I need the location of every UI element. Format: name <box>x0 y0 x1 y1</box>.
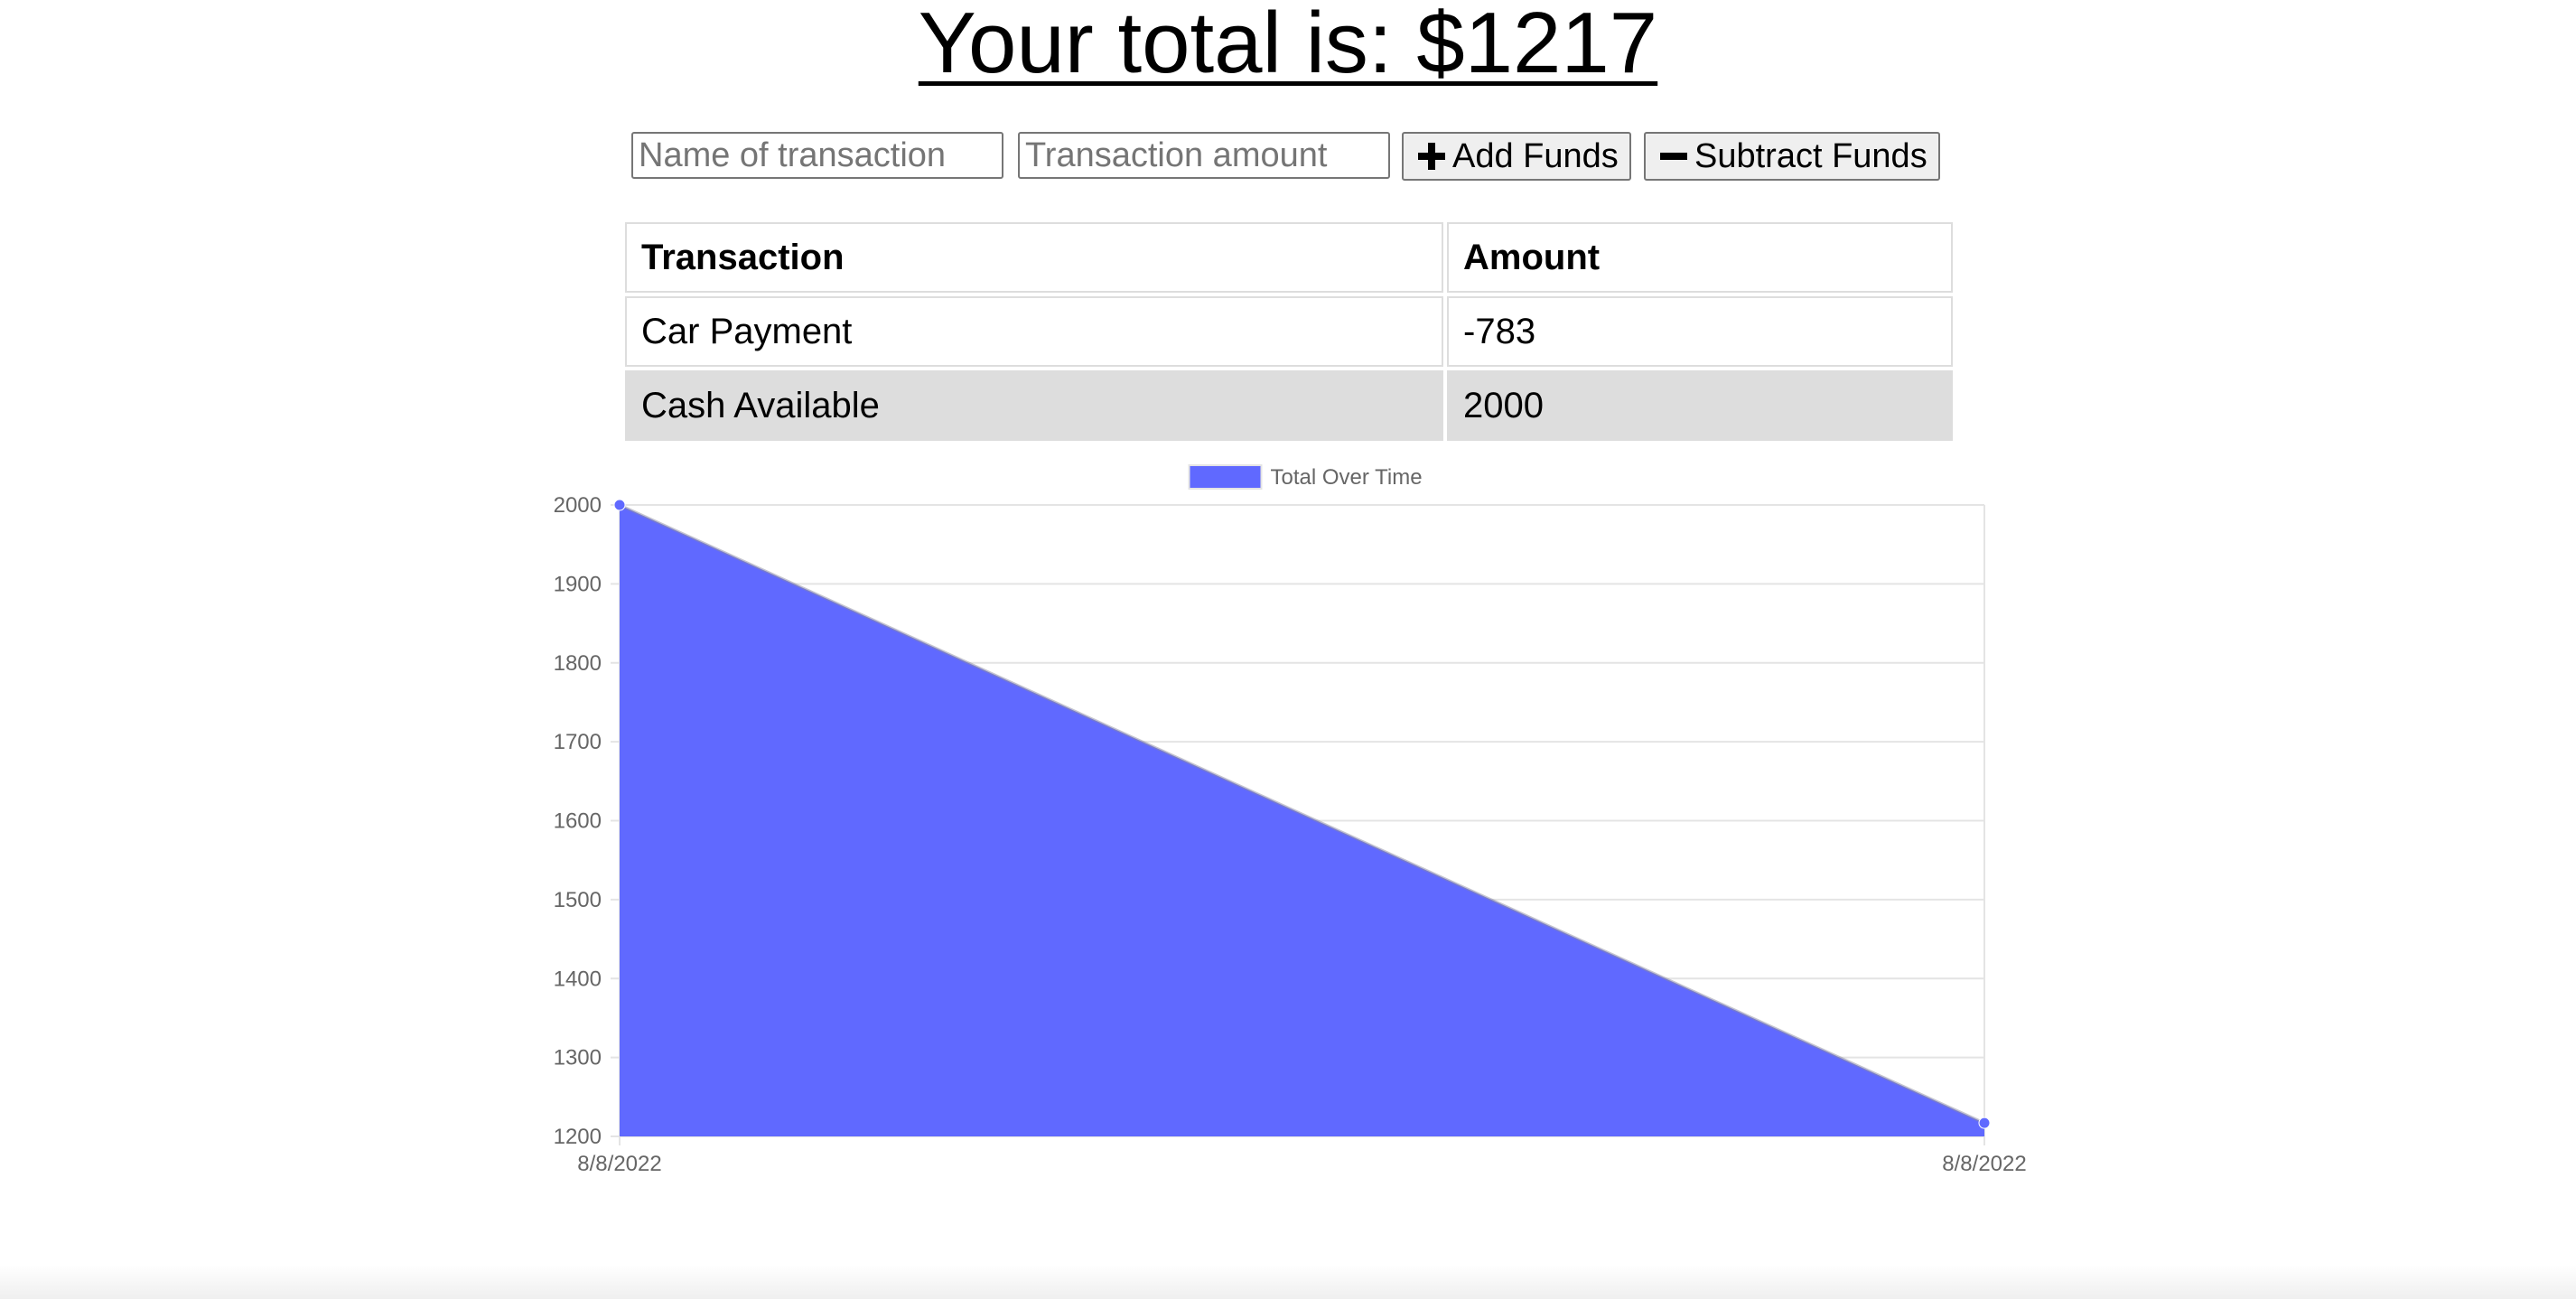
y-tick-label: 1200 <box>554 1125 602 1149</box>
legend-swatch <box>1188 464 1263 490</box>
page-bottom-edge <box>0 1265 2576 1299</box>
header-transaction: Transaction <box>625 222 1443 293</box>
series-line <box>619 503 1985 1125</box>
table-row: Car Payment -783 <box>625 296 1953 367</box>
x-tick-label: 8/8/2022 <box>1942 1152 2026 1176</box>
transaction-name-cell: Car Payment <box>625 296 1443 367</box>
transaction-amount-input[interactable] <box>1018 132 1390 179</box>
y-tick-label: 1400 <box>554 967 602 991</box>
transaction-name-input[interactable] <box>631 132 1003 179</box>
table-row: Cash Available 2000 <box>625 370 1953 441</box>
transactions-table: Transaction Amount Car Payment -783 Cash… <box>621 219 1956 444</box>
x-tick-label: 8/8/2022 <box>577 1152 661 1176</box>
transaction-amount-cell: -783 <box>1447 296 1953 367</box>
total-over-time-chart: 1200 1300 1400 1500 1600 1700 1800 1900 2000 8/8/… <box>554 464 2027 1176</box>
y-tick-label: 1800 <box>554 651 602 676</box>
total-heading: Your total is: $1217 <box>918 0 1658 91</box>
add-funds-label: Add Funds <box>1452 136 1619 175</box>
data-point <box>1978 1117 1991 1129</box>
y-tick-label: 1300 <box>554 1046 602 1070</box>
table-header-row: Transaction Amount <box>625 222 1953 293</box>
y-tick-label: 1500 <box>554 888 602 912</box>
subtract-funds-button[interactable]: Subtract Funds <box>1644 132 1940 181</box>
plus-icon <box>1418 143 1445 170</box>
header-amount: Amount <box>1447 222 1953 293</box>
y-tick-label: 2000 <box>554 493 602 518</box>
subtract-funds-label: Subtract Funds <box>1694 136 1927 175</box>
y-tick-label: 1600 <box>554 809 602 834</box>
y-tick-label: 1700 <box>554 730 602 754</box>
legend-label: Total Over Time <box>1271 465 1423 490</box>
y-tick-label: 1900 <box>554 572 602 596</box>
data-point <box>613 499 626 511</box>
transaction-name-cell: Cash Available <box>625 370 1443 441</box>
series-area <box>620 505 1984 1136</box>
transaction-amount-cell: 2000 <box>1447 370 1953 441</box>
minus-icon <box>1660 143 1687 170</box>
add-funds-button[interactable]: Add Funds <box>1402 132 1631 181</box>
